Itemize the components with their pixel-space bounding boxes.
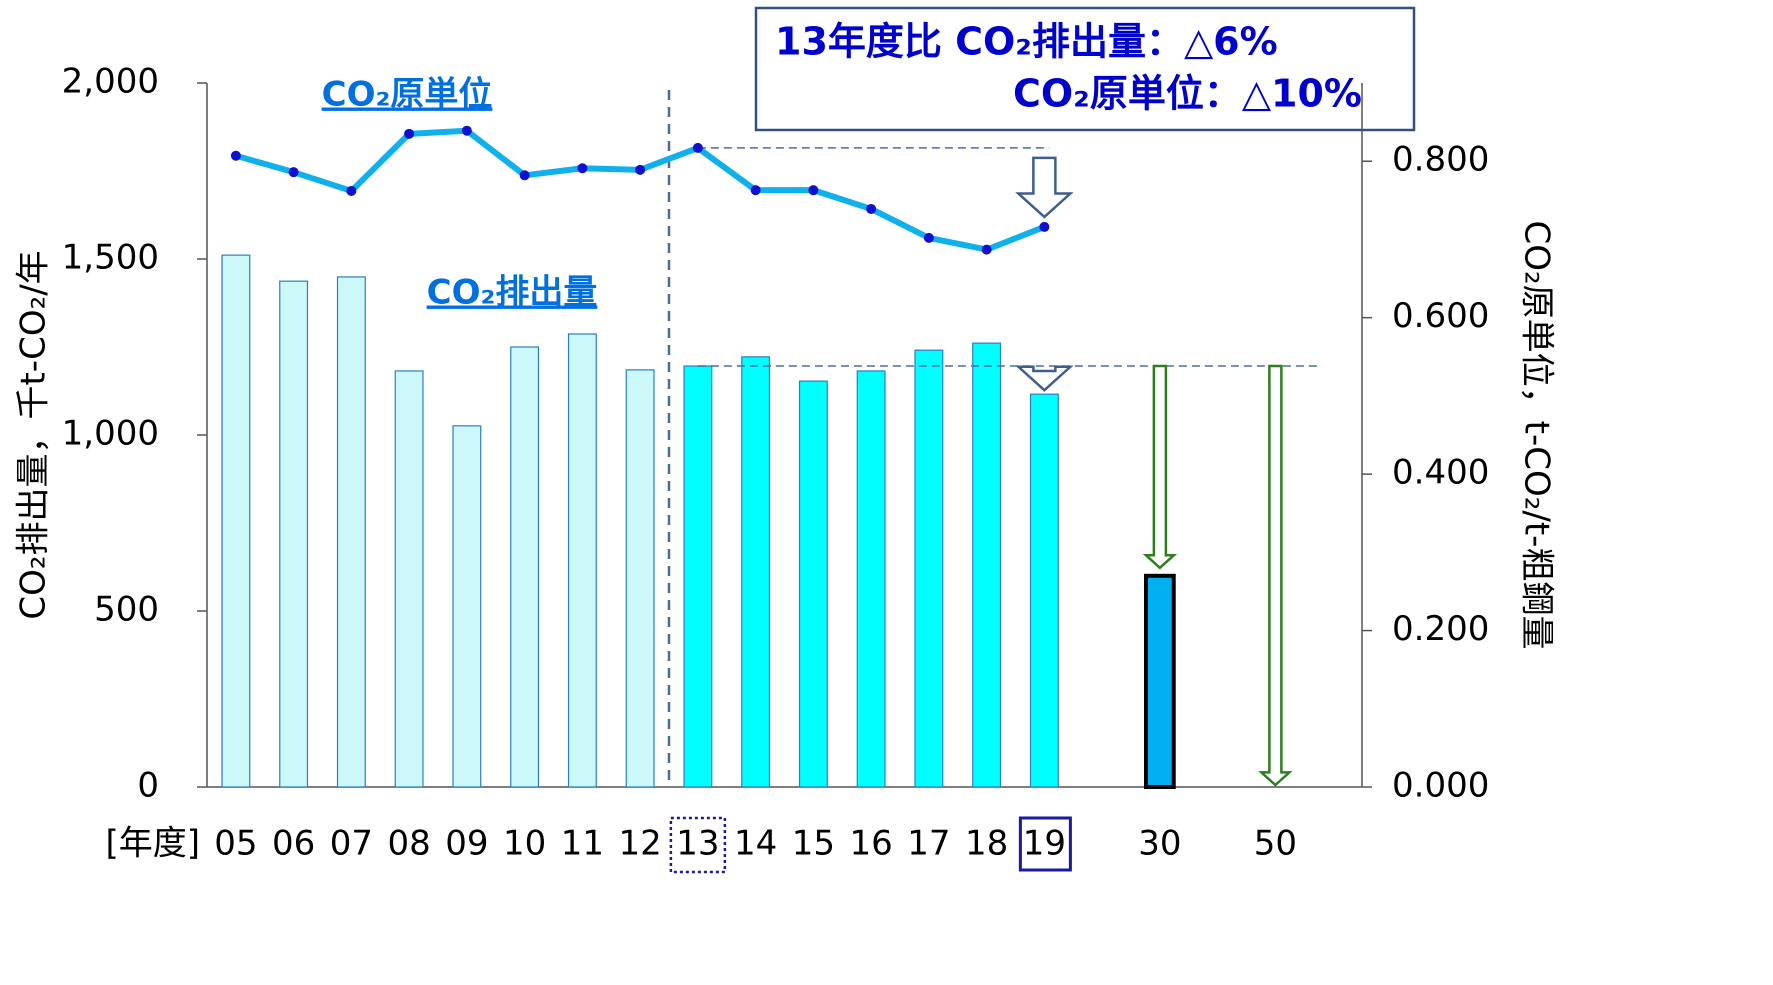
bar bbox=[856, 370, 886, 788]
y-tick-label: 1,000 bbox=[62, 414, 159, 454]
y2-tick-label: 0.200 bbox=[1392, 609, 1489, 649]
x-tick-label: 07 bbox=[330, 824, 373, 864]
bar bbox=[1144, 573, 1176, 789]
marker bbox=[346, 185, 357, 196]
marker bbox=[404, 128, 415, 139]
y2-axis-label: CO₂原単位，t-CO₂/t-粗鋼量 bbox=[1517, 221, 1557, 650]
legend-label: CO₂排出量 bbox=[427, 273, 598, 313]
marker bbox=[288, 167, 299, 178]
marker bbox=[635, 164, 646, 175]
x-tick-label: 12 bbox=[618, 824, 661, 864]
marker bbox=[461, 125, 472, 136]
x-tick-label: 18 bbox=[965, 824, 1008, 864]
x-tick-label: 06 bbox=[272, 824, 315, 864]
bar bbox=[336, 276, 366, 788]
bar bbox=[394, 370, 424, 788]
x-tick-label: 50 bbox=[1254, 824, 1297, 864]
target-arrow bbox=[1258, 364, 1293, 787]
highlight-box bbox=[1018, 816, 1072, 872]
bar bbox=[741, 356, 771, 788]
marker bbox=[230, 150, 241, 161]
y-tick-label: 500 bbox=[94, 590, 159, 630]
marker bbox=[750, 185, 761, 196]
x-tick-label: 16 bbox=[849, 824, 892, 864]
bar bbox=[221, 254, 251, 788]
bar bbox=[798, 380, 828, 788]
y-tick-label: 0 bbox=[137, 766, 159, 806]
y2-tick-label: 0.400 bbox=[1392, 453, 1489, 493]
x-tick-label: 09 bbox=[445, 824, 488, 864]
x-tick-label: 10 bbox=[503, 824, 546, 864]
legend-label: CO₂原単位 bbox=[322, 75, 493, 115]
annotation-box bbox=[754, 6, 1416, 132]
marker bbox=[808, 185, 819, 196]
x-prefix: [年度] bbox=[105, 824, 200, 864]
y2-tick-label: 0.800 bbox=[1392, 140, 1489, 180]
marker bbox=[692, 142, 703, 153]
y-tick-label: 1,500 bbox=[62, 238, 159, 278]
marker bbox=[923, 232, 934, 243]
target-arrow bbox=[1142, 364, 1178, 570]
annotation: 13年度比 CO₂排出量：△6% bbox=[775, 20, 1278, 64]
bar bbox=[972, 342, 1002, 788]
y-tick-label: 2,000 bbox=[62, 62, 159, 102]
x-tick-label: 17 bbox=[907, 824, 950, 864]
x-tick-label: 15 bbox=[792, 824, 835, 864]
y2-tick-label: 0.000 bbox=[1392, 766, 1489, 806]
highlight-box bbox=[669, 816, 727, 874]
x-tick-label: 08 bbox=[387, 824, 430, 864]
bar bbox=[683, 365, 713, 788]
x-tick-label: 19 bbox=[1023, 824, 1066, 864]
x-tick-label: 05 bbox=[214, 824, 257, 864]
marker bbox=[866, 203, 877, 214]
marker bbox=[981, 244, 992, 255]
bar bbox=[510, 346, 540, 788]
arrow bbox=[1015, 156, 1074, 219]
bar bbox=[914, 349, 944, 788]
arrow bbox=[1015, 365, 1074, 392]
bar bbox=[1029, 393, 1059, 788]
x-tick-label: 11 bbox=[561, 824, 604, 864]
bar bbox=[452, 425, 482, 788]
x-tick-label: 30 bbox=[1138, 824, 1181, 864]
bar bbox=[279, 280, 309, 788]
bar bbox=[625, 369, 655, 788]
x-tick-label: 14 bbox=[734, 824, 777, 864]
x-tick-label: 13 bbox=[676, 824, 719, 864]
marker bbox=[1039, 221, 1050, 232]
y-axis-label: CO₂排出量，千t-CO₂/年 bbox=[14, 250, 54, 619]
y2-tick-label: 0.600 bbox=[1392, 296, 1489, 336]
marker bbox=[519, 170, 530, 181]
annotation: CO₂原単位：△10% bbox=[1013, 72, 1362, 116]
marker bbox=[577, 163, 588, 174]
bar bbox=[567, 333, 597, 788]
